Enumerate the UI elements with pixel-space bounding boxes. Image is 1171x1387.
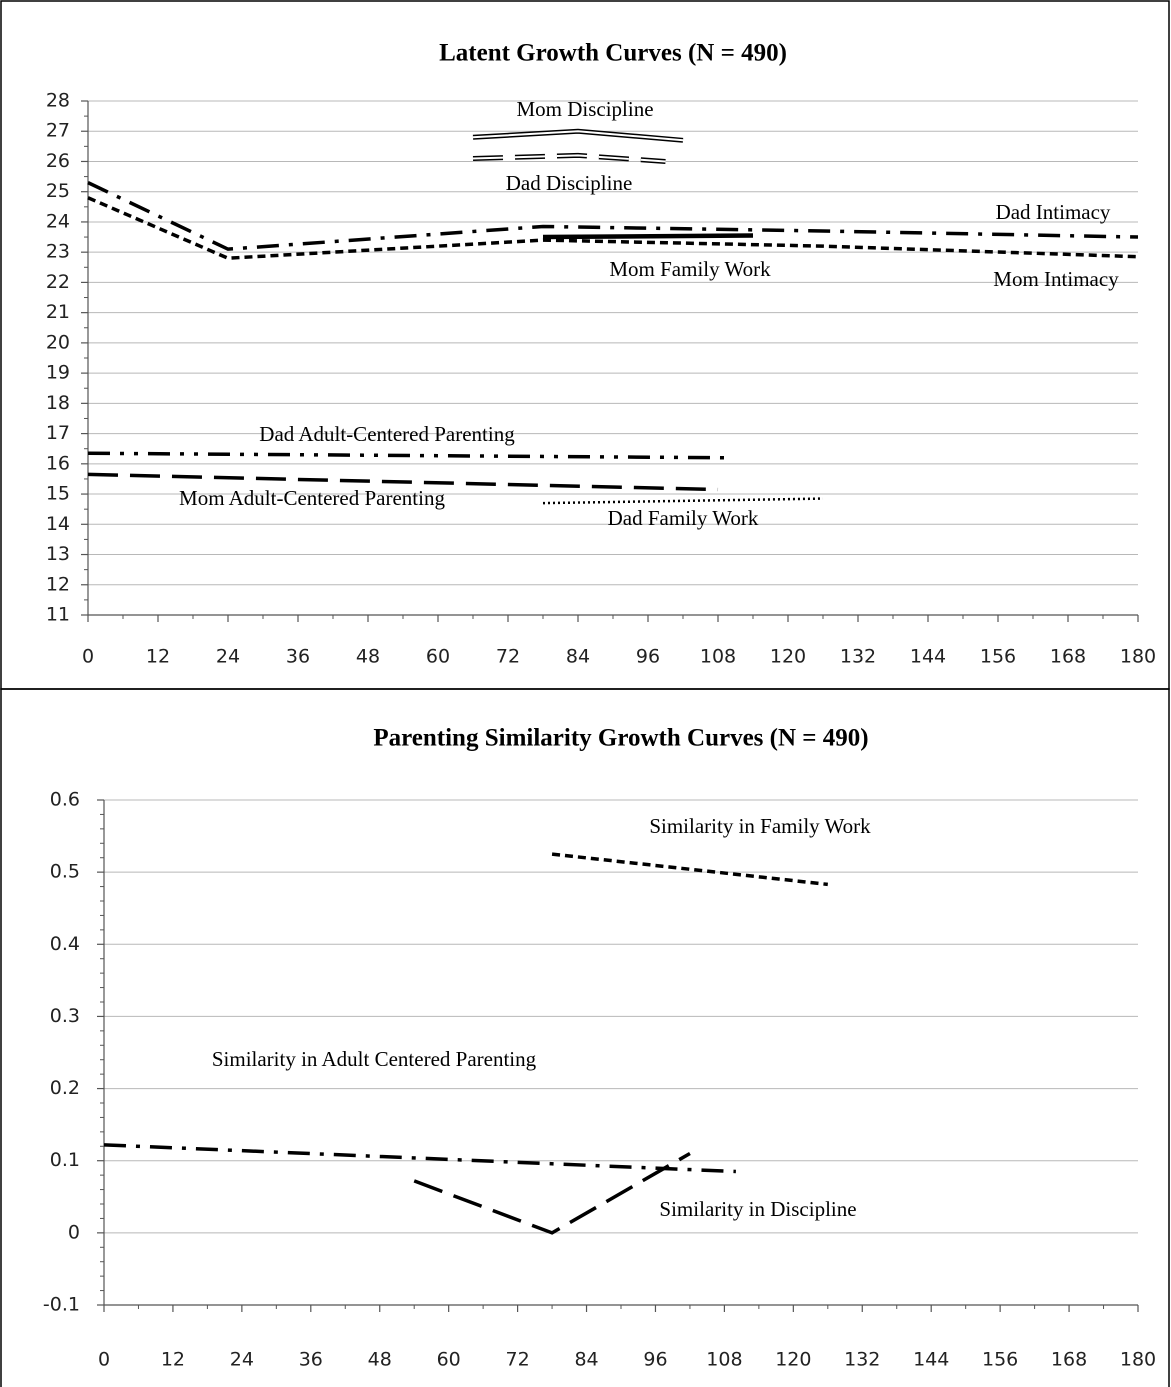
- y-tick-label: 16: [46, 452, 70, 474]
- series-label: Similarity in Discipline: [659, 1197, 856, 1221]
- y-tick-label: 28: [46, 90, 70, 112]
- series-line: [542, 497, 824, 505]
- y-tick-label: 0.4: [50, 933, 80, 955]
- y-tick-label: 0.2: [50, 1077, 80, 1099]
- series-line: [103, 1143, 736, 1174]
- y-tick-label: 13: [46, 543, 70, 565]
- x-tick-label: 132: [840, 646, 876, 668]
- x-tick-label: 72: [496, 646, 520, 668]
- x-tick-label: 0: [98, 1349, 110, 1371]
- x-tick-label: 60: [437, 1349, 461, 1371]
- panel-border: [0, 688, 1170, 1387]
- x-tick-label: 60: [426, 646, 450, 668]
- series-line-inner: [472, 130, 684, 142]
- y-tick-label: 0.6: [50, 789, 80, 811]
- x-tick-label: 24: [216, 646, 240, 668]
- chart-title: Latent Growth Curves (N = 490): [439, 40, 787, 67]
- x-tick-label: 108: [706, 1349, 742, 1371]
- x-tick-label: 120: [775, 1349, 811, 1371]
- x-tick-label: 0: [82, 646, 94, 668]
- y-tick-label: 23: [46, 241, 70, 263]
- x-tick-label: 144: [910, 646, 946, 668]
- series-line: [413, 1151, 691, 1235]
- x-tick-label: 156: [982, 1349, 1018, 1371]
- series-label: Mom Discipline: [516, 97, 653, 121]
- series-line: [87, 451, 730, 460]
- x-tick-label: 96: [643, 1349, 667, 1371]
- chart-title: Parenting Similarity Growth Curves (N = …: [373, 725, 868, 752]
- y-tick-label: 19: [46, 362, 70, 384]
- y-tick-label: 0.3: [50, 1005, 80, 1027]
- x-tick-label: 132: [844, 1349, 880, 1371]
- y-tick-label: 24: [46, 210, 70, 232]
- x-tick-label: 168: [1050, 646, 1086, 668]
- y-tick-label: 14: [46, 513, 70, 535]
- x-tick-label: 168: [1051, 1349, 1087, 1371]
- series-line: [87, 181, 1139, 251]
- x-tick-label: 120: [770, 646, 806, 668]
- y-tick-label: 21: [46, 301, 70, 323]
- x-tick-label: 144: [913, 1349, 949, 1371]
- series-label: Dad Family Work: [608, 506, 759, 530]
- series-line: [542, 233, 754, 240]
- x-tick-label: 96: [636, 646, 660, 668]
- x-tick-label: 156: [980, 646, 1016, 668]
- y-tick-label: 17: [46, 422, 70, 444]
- y-tick-label: 18: [46, 392, 70, 414]
- x-tick-label: 108: [700, 646, 736, 668]
- x-tick-label: 180: [1120, 646, 1156, 668]
- x-tick-label: 84: [574, 1349, 598, 1371]
- x-tick-label: 48: [368, 1349, 392, 1371]
- x-tick-label: 36: [286, 646, 310, 668]
- series-label: Dad Discipline: [506, 171, 633, 195]
- x-tick-label: 84: [566, 646, 590, 668]
- y-tick-label: 0.1: [50, 1149, 80, 1171]
- series-label: Dad Intimacy: [996, 200, 1111, 224]
- x-tick-label: 24: [230, 1349, 254, 1371]
- series-line: [87, 472, 719, 492]
- series-line-inner: [472, 154, 666, 163]
- x-tick-label: 36: [299, 1349, 323, 1371]
- y-tick-label: 20: [46, 331, 70, 353]
- y-tick-label: 22: [46, 271, 70, 293]
- x-tick-label: 12: [146, 646, 170, 668]
- series-line: [87, 196, 1139, 260]
- series-label: Similarity in Adult Centered Parenting: [212, 1047, 537, 1071]
- y-tick-label: -0.1: [43, 1294, 80, 1316]
- y-tick-label: 11: [46, 604, 70, 626]
- series-label: Similarity in Family Work: [649, 814, 871, 838]
- series-label: Dad Adult-Centered Parenting: [259, 422, 515, 446]
- y-tick-label: 26: [46, 150, 70, 172]
- x-tick-label: 48: [356, 646, 380, 668]
- x-tick-label: 12: [161, 1349, 185, 1371]
- y-tick-label: 12: [46, 573, 70, 595]
- y-tick-label: 0.5: [50, 861, 80, 883]
- y-tick-label: 27: [46, 120, 70, 142]
- series-line: [551, 852, 828, 887]
- y-tick-label: 25: [46, 180, 70, 202]
- y-tick-label: 15: [46, 483, 70, 505]
- x-tick-label: 72: [506, 1349, 530, 1371]
- series-label: Mom Family Work: [609, 257, 771, 281]
- x-tick-label: 180: [1120, 1349, 1156, 1371]
- series-label: Mom Adult-Centered Parenting: [179, 486, 445, 510]
- series-label: Mom Intimacy: [993, 267, 1119, 291]
- y-tick-label: 0: [68, 1221, 80, 1243]
